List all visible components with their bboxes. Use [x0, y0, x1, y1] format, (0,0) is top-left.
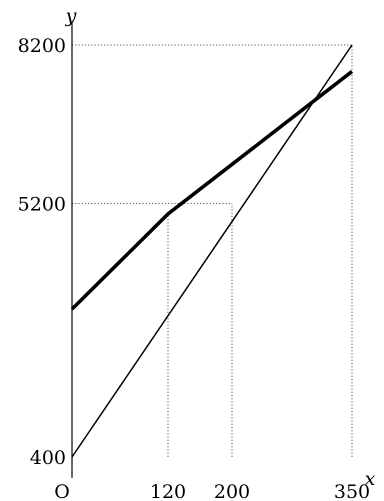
reference-lines	[72, 44, 353, 457]
series-lines	[70, 44, 354, 458]
series-line-thin	[71, 44, 353, 458]
series-line-thick	[70, 69, 354, 311]
x-axis-label: x	[365, 468, 376, 490]
tick-labels: 400 5200 8200 120 200 350 Oy x	[18, 5, 376, 501]
y-tick-label-8200: 8200	[18, 35, 66, 57]
y-tick-label-5200: 5200	[18, 193, 66, 215]
y-axis-label: y	[65, 5, 77, 27]
x-tick-label-200: 200	[214, 481, 250, 501]
x-tick-label-120: 120	[150, 481, 186, 501]
axes	[71, 22, 73, 478]
x-tick-label-350: 350	[334, 481, 370, 501]
y-tick-label-400: 400	[30, 447, 66, 469]
origin-label: O	[54, 481, 70, 501]
